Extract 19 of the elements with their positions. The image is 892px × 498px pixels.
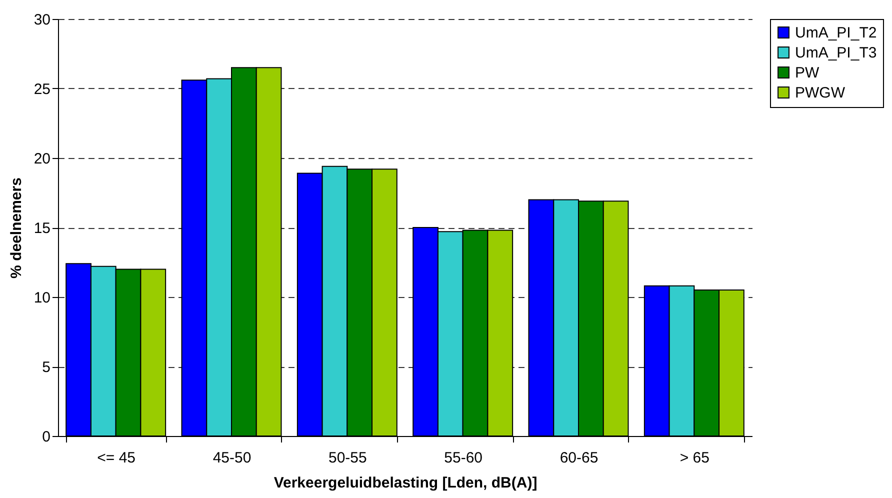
y-tick-label: 10 (34, 290, 50, 306)
legend-label: UmA_PI_T3 (795, 44, 877, 62)
y-tick-label: 25 (34, 81, 50, 98)
y-tick-label: 20 (34, 150, 50, 168)
y-tick-label: 0 (42, 428, 50, 446)
x-tick-label: <= 45 (97, 450, 136, 466)
x-tick-label: 50-55 (328, 450, 367, 466)
y-tick-label: 5 (42, 359, 50, 376)
x-axis-title: Verkeergeluidbelasting [Lden, dB(A)] (274, 474, 538, 492)
x-tick-label: 55-60 (444, 450, 483, 466)
legend-label: UmA_PI_T2 (795, 24, 877, 42)
legend-label: PW (795, 64, 820, 82)
x-tick-label: 45-50 (212, 450, 252, 466)
legend-label: PWGW (795, 84, 846, 102)
x-tick-label: 60-65 (560, 450, 598, 466)
y-tick-label: 15 (34, 220, 50, 237)
y-tick-label: 30 (34, 12, 50, 28)
y-axis-title: % deelnemers (8, 178, 25, 278)
x-tick-label: > 65 (680, 450, 710, 466)
